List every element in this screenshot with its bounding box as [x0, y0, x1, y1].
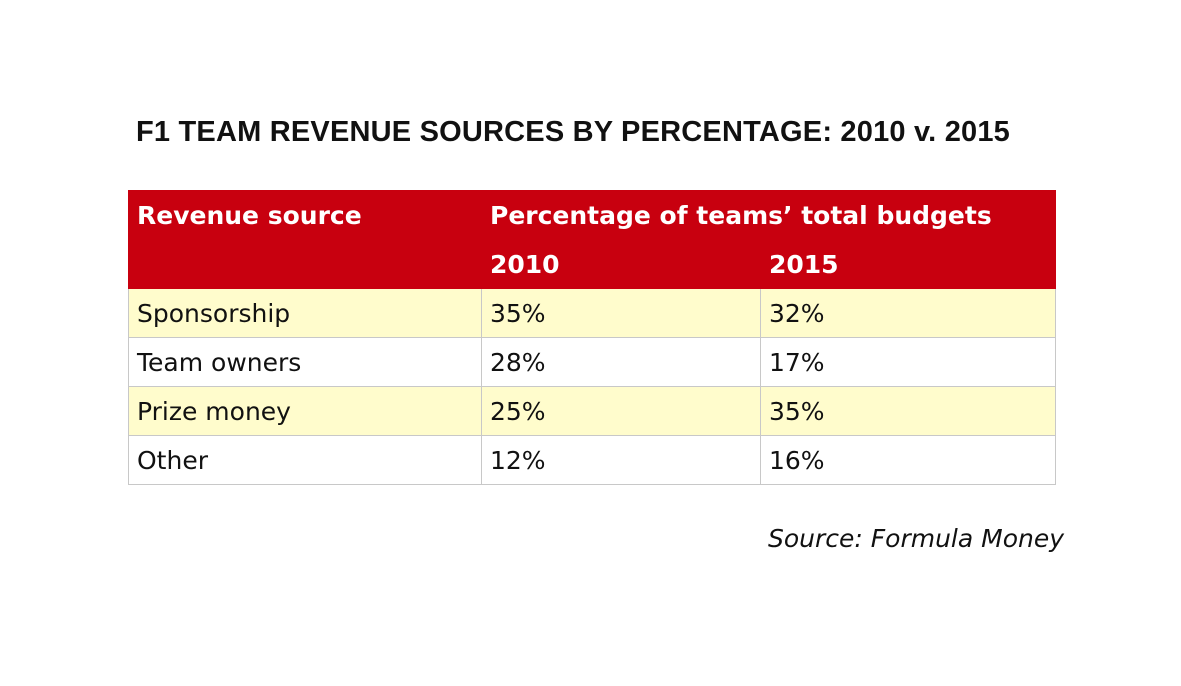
- table-row: Prize money 25% 35%: [128, 386, 1056, 436]
- table-row: Other 12% 16%: [128, 435, 1056, 485]
- table-row: Team owners 28% 17%: [128, 337, 1056, 387]
- table-row: Sponsorship 35% 32%: [128, 288, 1056, 338]
- chart-title: F1 TEAM REVENUE SOURCES BY PERCENTAGE: 2…: [136, 116, 1011, 148]
- header-percentage-group: Percentage of teams’ total budgets: [481, 190, 1056, 240]
- header-row: Revenue source Percentage of teams’ tota…: [128, 190, 1056, 289]
- cell-2015: 32%: [760, 288, 1056, 338]
- revenue-table: Revenue source Percentage of teams’ tota…: [128, 190, 1056, 485]
- header-year-2015: 2015: [760, 239, 1056, 289]
- cell-2010: 35%: [481, 288, 761, 338]
- subheader-row: 2010 2015: [129, 239, 1056, 289]
- source-note: Source: Formula Money: [768, 524, 1065, 553]
- row-label: Prize money: [128, 386, 482, 436]
- row-label: Team owners: [128, 337, 482, 387]
- row-label: Other: [128, 435, 482, 485]
- cell-2010: 28%: [481, 337, 761, 387]
- header-revenue-source: Revenue source: [128, 190, 482, 289]
- cell-2015: 35%: [760, 386, 1056, 436]
- cell-2010: 12%: [481, 435, 761, 485]
- cell-2015: 17%: [760, 337, 1056, 387]
- header-year-2010: 2010: [481, 239, 761, 289]
- cell-2010: 25%: [481, 386, 761, 436]
- cell-2015: 16%: [760, 435, 1056, 485]
- row-label: Sponsorship: [128, 288, 482, 338]
